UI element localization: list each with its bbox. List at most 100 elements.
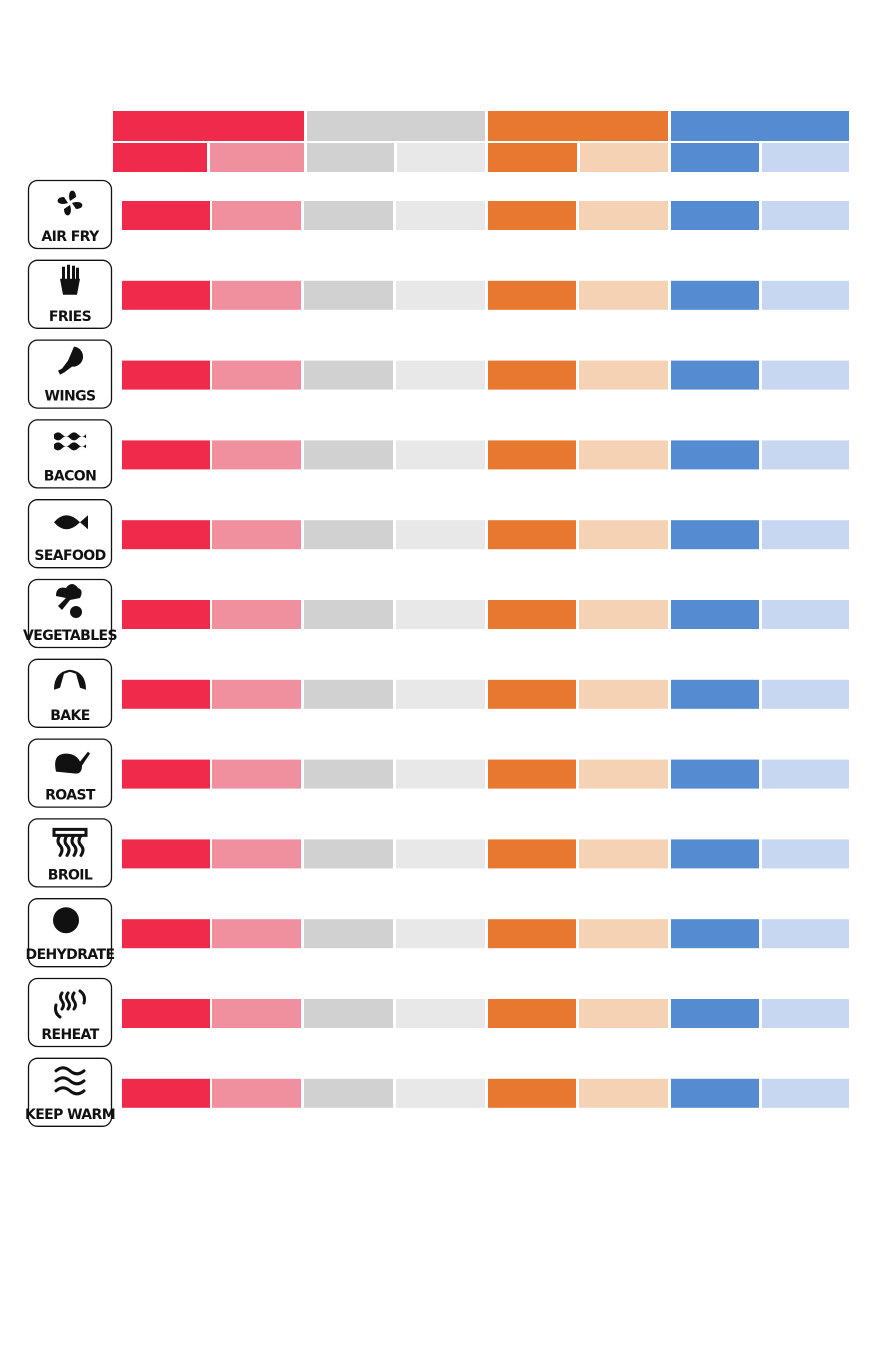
setting-cell (579, 759, 668, 789)
icon (54, 1066, 86, 1096)
setting-cell (671, 679, 759, 709)
setting-cell (396, 679, 485, 709)
header-cell (307, 111, 485, 141)
setting-cell (488, 280, 576, 310)
icon-box (27, 578, 113, 649)
setting-cell (671, 600, 759, 629)
setting-cell (762, 1078, 849, 1108)
setting-cell (488, 759, 576, 789)
setting-cell (304, 919, 393, 949)
header-cell (580, 143, 668, 172)
setting-cell (579, 360, 668, 390)
setting-cell (579, 999, 668, 1028)
setting-cell (488, 360, 576, 390)
icon-box (27, 818, 113, 888)
header-cell (671, 143, 759, 172)
setting-cell (396, 999, 485, 1028)
mode-label: DEHYDRATE (26, 947, 115, 963)
setting-cell (671, 201, 759, 230)
icon-box (27, 977, 113, 1048)
mode-row: VEGETABLES (23, 578, 849, 649)
setting-cell (488, 600, 576, 629)
setting-cell (122, 679, 210, 709)
setting-cell (396, 520, 485, 550)
header-cell (113, 143, 207, 172)
icon-box (27, 419, 113, 489)
setting-cell (212, 1078, 301, 1108)
setting-cell (304, 440, 393, 470)
setting-cell (488, 999, 576, 1028)
mode-row: KEEP WARM (25, 1057, 849, 1127)
setting-cell (762, 440, 849, 470)
mode-label: AIR FRY (41, 229, 100, 245)
setting-cell (396, 280, 485, 310)
setting-cell (579, 919, 668, 949)
mode-label: SEAFOOD (34, 548, 105, 564)
header (113, 111, 849, 172)
setting-cell (671, 759, 759, 789)
mode-row: DEHYDRATE (26, 898, 849, 968)
header-cell (488, 111, 668, 141)
setting-cell (212, 201, 301, 230)
setting-cell (304, 600, 393, 629)
setting-cell (762, 759, 849, 789)
header-cell (397, 143, 485, 172)
header-cell (762, 143, 849, 172)
header-cell (210, 143, 304, 172)
mode-row: SEAFOOD (27, 499, 849, 569)
setting-cell (212, 759, 301, 789)
mode-row: WINGS (27, 339, 849, 409)
setting-cell (304, 759, 393, 789)
setting-cell (579, 280, 668, 310)
setting-cell (579, 520, 668, 550)
setting-cell (762, 600, 849, 629)
setting-cell (396, 1078, 485, 1108)
setting-cell (762, 999, 849, 1028)
icon (56, 584, 82, 618)
setting-cell (671, 360, 759, 390)
setting-cell (122, 1078, 210, 1108)
icon (54, 432, 86, 451)
setting-cell (488, 1078, 576, 1108)
setting-cell (304, 839, 393, 869)
setting-cell (671, 440, 759, 470)
setting-cell (579, 600, 668, 629)
mode-row: BROIL (27, 818, 849, 888)
setting-cell (212, 679, 301, 709)
icon (58, 346, 84, 375)
icon-box (27, 499, 113, 569)
setting-cell (579, 839, 668, 869)
setting-cell (671, 839, 759, 869)
mode-label: BROIL (48, 867, 93, 883)
setting-cell (212, 280, 301, 310)
icon (55, 751, 90, 774)
mode-label: BAKE (50, 708, 90, 724)
mode-label: KEEP WARM (25, 1107, 115, 1123)
setting-cell (488, 440, 576, 470)
mode-row: BACON (27, 419, 849, 489)
icon-box (27, 898, 113, 968)
mode-label: ROAST (45, 788, 96, 804)
mode-label: REHEAT (41, 1027, 99, 1043)
icon (52, 827, 88, 857)
setting-cell (579, 679, 668, 709)
setting-cell (396, 440, 485, 470)
icon-box (27, 179, 113, 250)
setting-cell (488, 839, 576, 869)
header-cell (671, 111, 849, 141)
mode-label: VEGETABLES (23, 628, 118, 644)
setting-cell (579, 1078, 668, 1108)
icon (54, 989, 86, 1019)
setting-cell (671, 280, 759, 310)
setting-cell (122, 280, 210, 310)
setting-cell (304, 679, 393, 709)
mode-row: FRIES (27, 259, 849, 329)
setting-cell (122, 759, 210, 789)
setting-cell (122, 600, 210, 629)
setting-cell (212, 839, 301, 869)
mode-row: ROAST (27, 738, 849, 808)
setting-cell (304, 520, 393, 550)
header-cell (113, 111, 304, 141)
setting-cell (122, 919, 210, 949)
setting-cell (122, 999, 210, 1028)
